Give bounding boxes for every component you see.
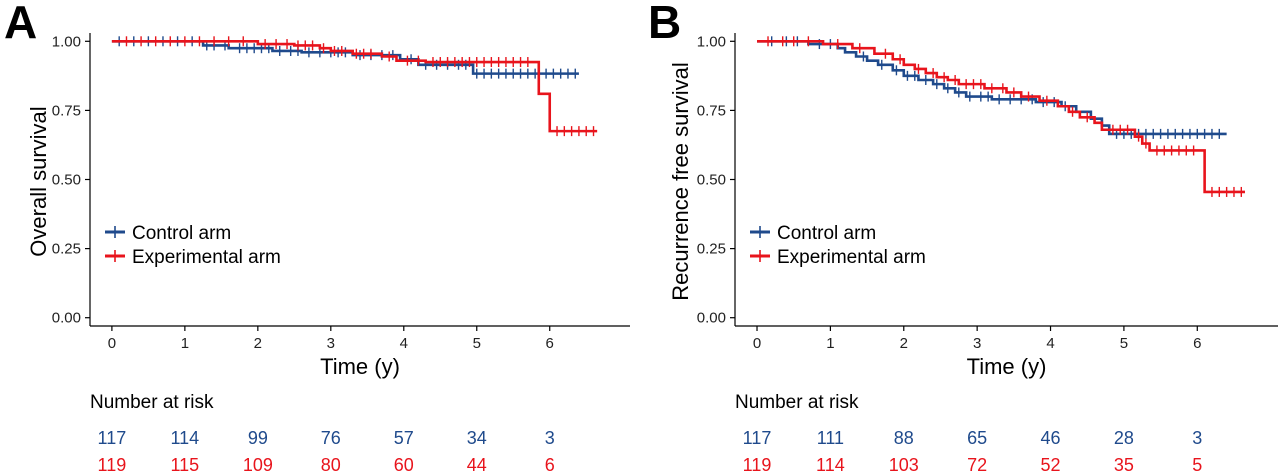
legend-label: Control arm bbox=[777, 223, 876, 244]
risk-count-experimental: 35 bbox=[1114, 455, 1134, 474]
survival-curve bbox=[111, 39, 579, 75]
panel-b: B 0.00 0.25 0.50 0.75 1.00 0 1 2 3 4 5 6 Time (y) Recu… bbox=[648, 0, 1278, 474]
risk-count-experimental: 119 bbox=[743, 455, 772, 474]
legend-label: Experimental arm bbox=[777, 247, 926, 268]
x-tick-label: 2 bbox=[900, 335, 908, 352]
x-tick-label: 5 bbox=[473, 335, 481, 352]
risk-count-control: 117 bbox=[743, 428, 772, 448]
risk-count-control: 34 bbox=[467, 428, 487, 448]
y-tick-label: 0.50 bbox=[697, 172, 726, 189]
x-tick-label: 3 bbox=[327, 335, 335, 352]
x-tick-label: 6 bbox=[546, 335, 554, 352]
x-axis-title: Time (y) bbox=[967, 354, 1047, 379]
y-axis-title: Recurrence free survival bbox=[668, 62, 693, 300]
risk-count-experimental: 115 bbox=[171, 455, 200, 474]
x-tick-label: 0 bbox=[108, 335, 116, 352]
x-tick-label: 2 bbox=[254, 335, 262, 352]
risk-count-experimental: 80 bbox=[321, 455, 341, 474]
x-tick-label: 5 bbox=[1120, 335, 1128, 352]
number-at-risk-title: Number at risk bbox=[735, 392, 859, 413]
risk-count-control: 46 bbox=[1041, 428, 1061, 448]
x-tick-label: 1 bbox=[826, 335, 834, 352]
survival-curve bbox=[757, 39, 1245, 194]
risk-count-control: 65 bbox=[967, 428, 987, 448]
x-tick-label: 4 bbox=[400, 335, 408, 352]
risk-count-control: 99 bbox=[248, 428, 268, 448]
y-tick-label: 0.25 bbox=[697, 241, 726, 258]
x-tick-label: 3 bbox=[973, 335, 981, 352]
legend-label: Experimental arm bbox=[132, 247, 281, 268]
y-tick-label: 0.25 bbox=[52, 241, 81, 258]
risk-count-experimental: 60 bbox=[394, 455, 414, 474]
number-at-risk-table: Number at risk 117 114 99 76 57 34 3 119 115 109 80… bbox=[90, 392, 555, 474]
risk-count-experimental: 114 bbox=[816, 455, 845, 474]
series-experimental-arm bbox=[757, 36, 1245, 197]
y-tick-label: 1.00 bbox=[697, 33, 726, 50]
risk-count-control: 111 bbox=[817, 428, 844, 448]
risk-count-control: 117 bbox=[98, 428, 127, 448]
panel-letter: B bbox=[648, 0, 681, 48]
y-tick-label: 0.75 bbox=[697, 102, 726, 119]
y-tick-label: 1.00 bbox=[52, 33, 81, 50]
x-tick-label: 1 bbox=[181, 335, 189, 352]
y-tick-label: 0.00 bbox=[697, 310, 726, 327]
risk-count-experimental: 6 bbox=[545, 455, 555, 474]
x-tick-label: 4 bbox=[1046, 335, 1054, 352]
risk-count-experimental: 103 bbox=[889, 455, 919, 474]
risk-count-experimental: 5 bbox=[1192, 455, 1202, 474]
risk-count-experimental: 119 bbox=[98, 455, 127, 474]
risk-count-control: 3 bbox=[1192, 428, 1202, 448]
series-experimental-arm bbox=[111, 36, 598, 137]
risk-count-control: 28 bbox=[1114, 428, 1134, 448]
risk-count-experimental: 72 bbox=[967, 455, 987, 474]
risk-count-control: 3 bbox=[545, 428, 555, 448]
number-at-risk-table: Number at risk 117 111 88 65 46 28 3 119 114 103 72… bbox=[735, 392, 1202, 474]
risk-count-control: 76 bbox=[321, 428, 341, 448]
y-axis-title: Overall survival bbox=[26, 106, 51, 256]
y-tick-label: 0.75 bbox=[52, 102, 81, 119]
risk-count-experimental: 109 bbox=[243, 455, 273, 474]
x-tick-label: 6 bbox=[1193, 335, 1201, 352]
panel-letter: A bbox=[4, 0, 37, 48]
y-tick-label: 0.50 bbox=[52, 172, 81, 189]
survival-curve bbox=[111, 39, 598, 133]
series-control-arm bbox=[111, 36, 579, 79]
y-tick-label: 0.00 bbox=[52, 310, 81, 327]
risk-count-control: 88 bbox=[894, 428, 914, 448]
risk-count-control: 114 bbox=[171, 428, 200, 448]
x-tick-label: 0 bbox=[753, 335, 761, 352]
risk-count-experimental: 44 bbox=[467, 455, 487, 474]
legend-label: Control arm bbox=[132, 223, 231, 244]
risk-count-control: 57 bbox=[394, 428, 414, 448]
risk-count-experimental: 52 bbox=[1041, 455, 1061, 474]
number-at-risk-title: Number at risk bbox=[90, 392, 214, 413]
x-axis-title: Time (y) bbox=[320, 354, 400, 379]
